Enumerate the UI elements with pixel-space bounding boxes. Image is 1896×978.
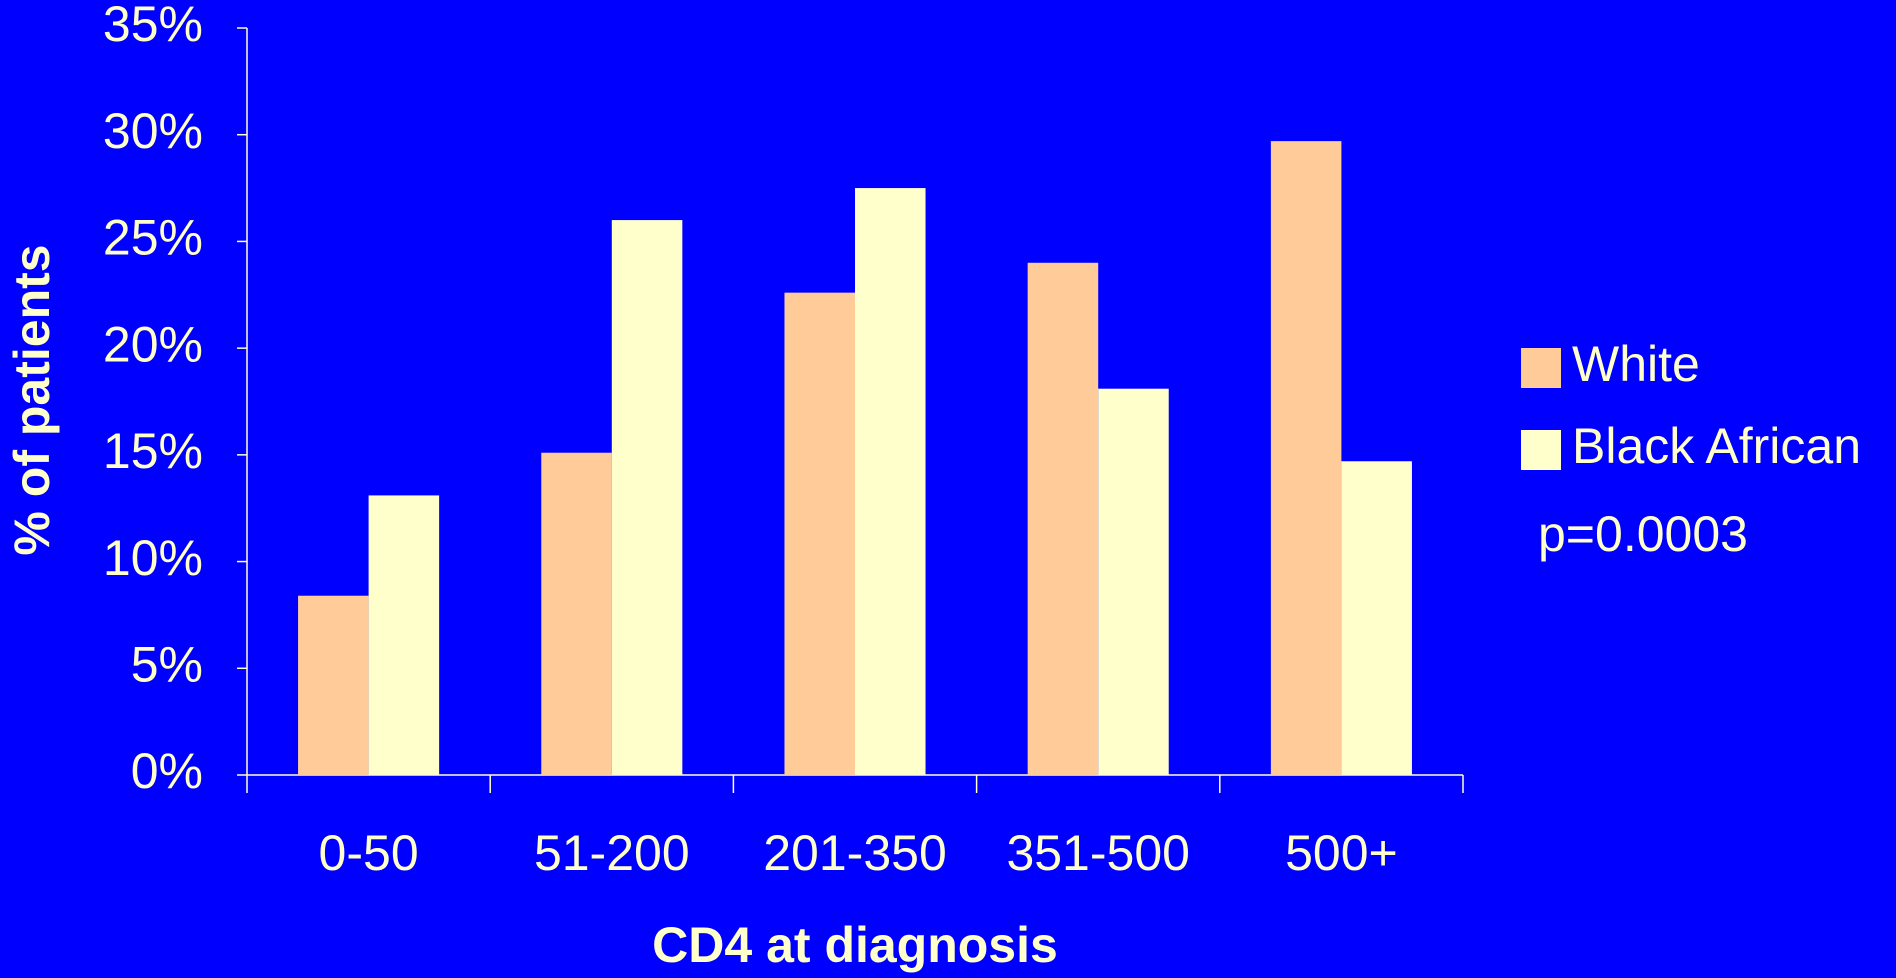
x-tick-label: 201-350 bbox=[763, 825, 947, 881]
bar bbox=[784, 292, 855, 775]
x-tick-label: 51-200 bbox=[534, 825, 690, 881]
y-tick-label: 5% bbox=[131, 636, 203, 692]
bar bbox=[1341, 461, 1412, 775]
y-tick-label: 15% bbox=[103, 423, 203, 479]
y-tick-label: 30% bbox=[103, 103, 203, 159]
x-axis-title: CD4 at diagnosis bbox=[652, 917, 1058, 973]
bar bbox=[611, 220, 683, 776]
bar bbox=[298, 595, 369, 775]
legend-label: Black African bbox=[1572, 418, 1861, 474]
y-tick-label: 35% bbox=[103, 0, 203, 52]
y-axis-title: % of patients bbox=[4, 244, 60, 555]
x-tick-label: 500+ bbox=[1285, 825, 1398, 881]
y-tick-label: 25% bbox=[103, 210, 203, 266]
bar bbox=[368, 495, 440, 775]
legend-swatch bbox=[1521, 430, 1561, 470]
bar bbox=[1270, 141, 1342, 776]
bar bbox=[855, 188, 926, 776]
y-tick-label: 0% bbox=[131, 743, 203, 799]
y-tick-label: 10% bbox=[103, 530, 203, 586]
x-tick-label: 351-500 bbox=[1006, 825, 1190, 881]
legend-swatch bbox=[1521, 348, 1561, 388]
bar bbox=[1027, 262, 1099, 775]
bar bbox=[1098, 388, 1169, 775]
bar bbox=[541, 452, 612, 775]
y-tick-label: 20% bbox=[103, 316, 203, 372]
x-tick-label: 0-50 bbox=[319, 825, 419, 881]
annotation: p=0.0003 bbox=[1538, 506, 1748, 562]
legend-label: White bbox=[1572, 336, 1700, 392]
